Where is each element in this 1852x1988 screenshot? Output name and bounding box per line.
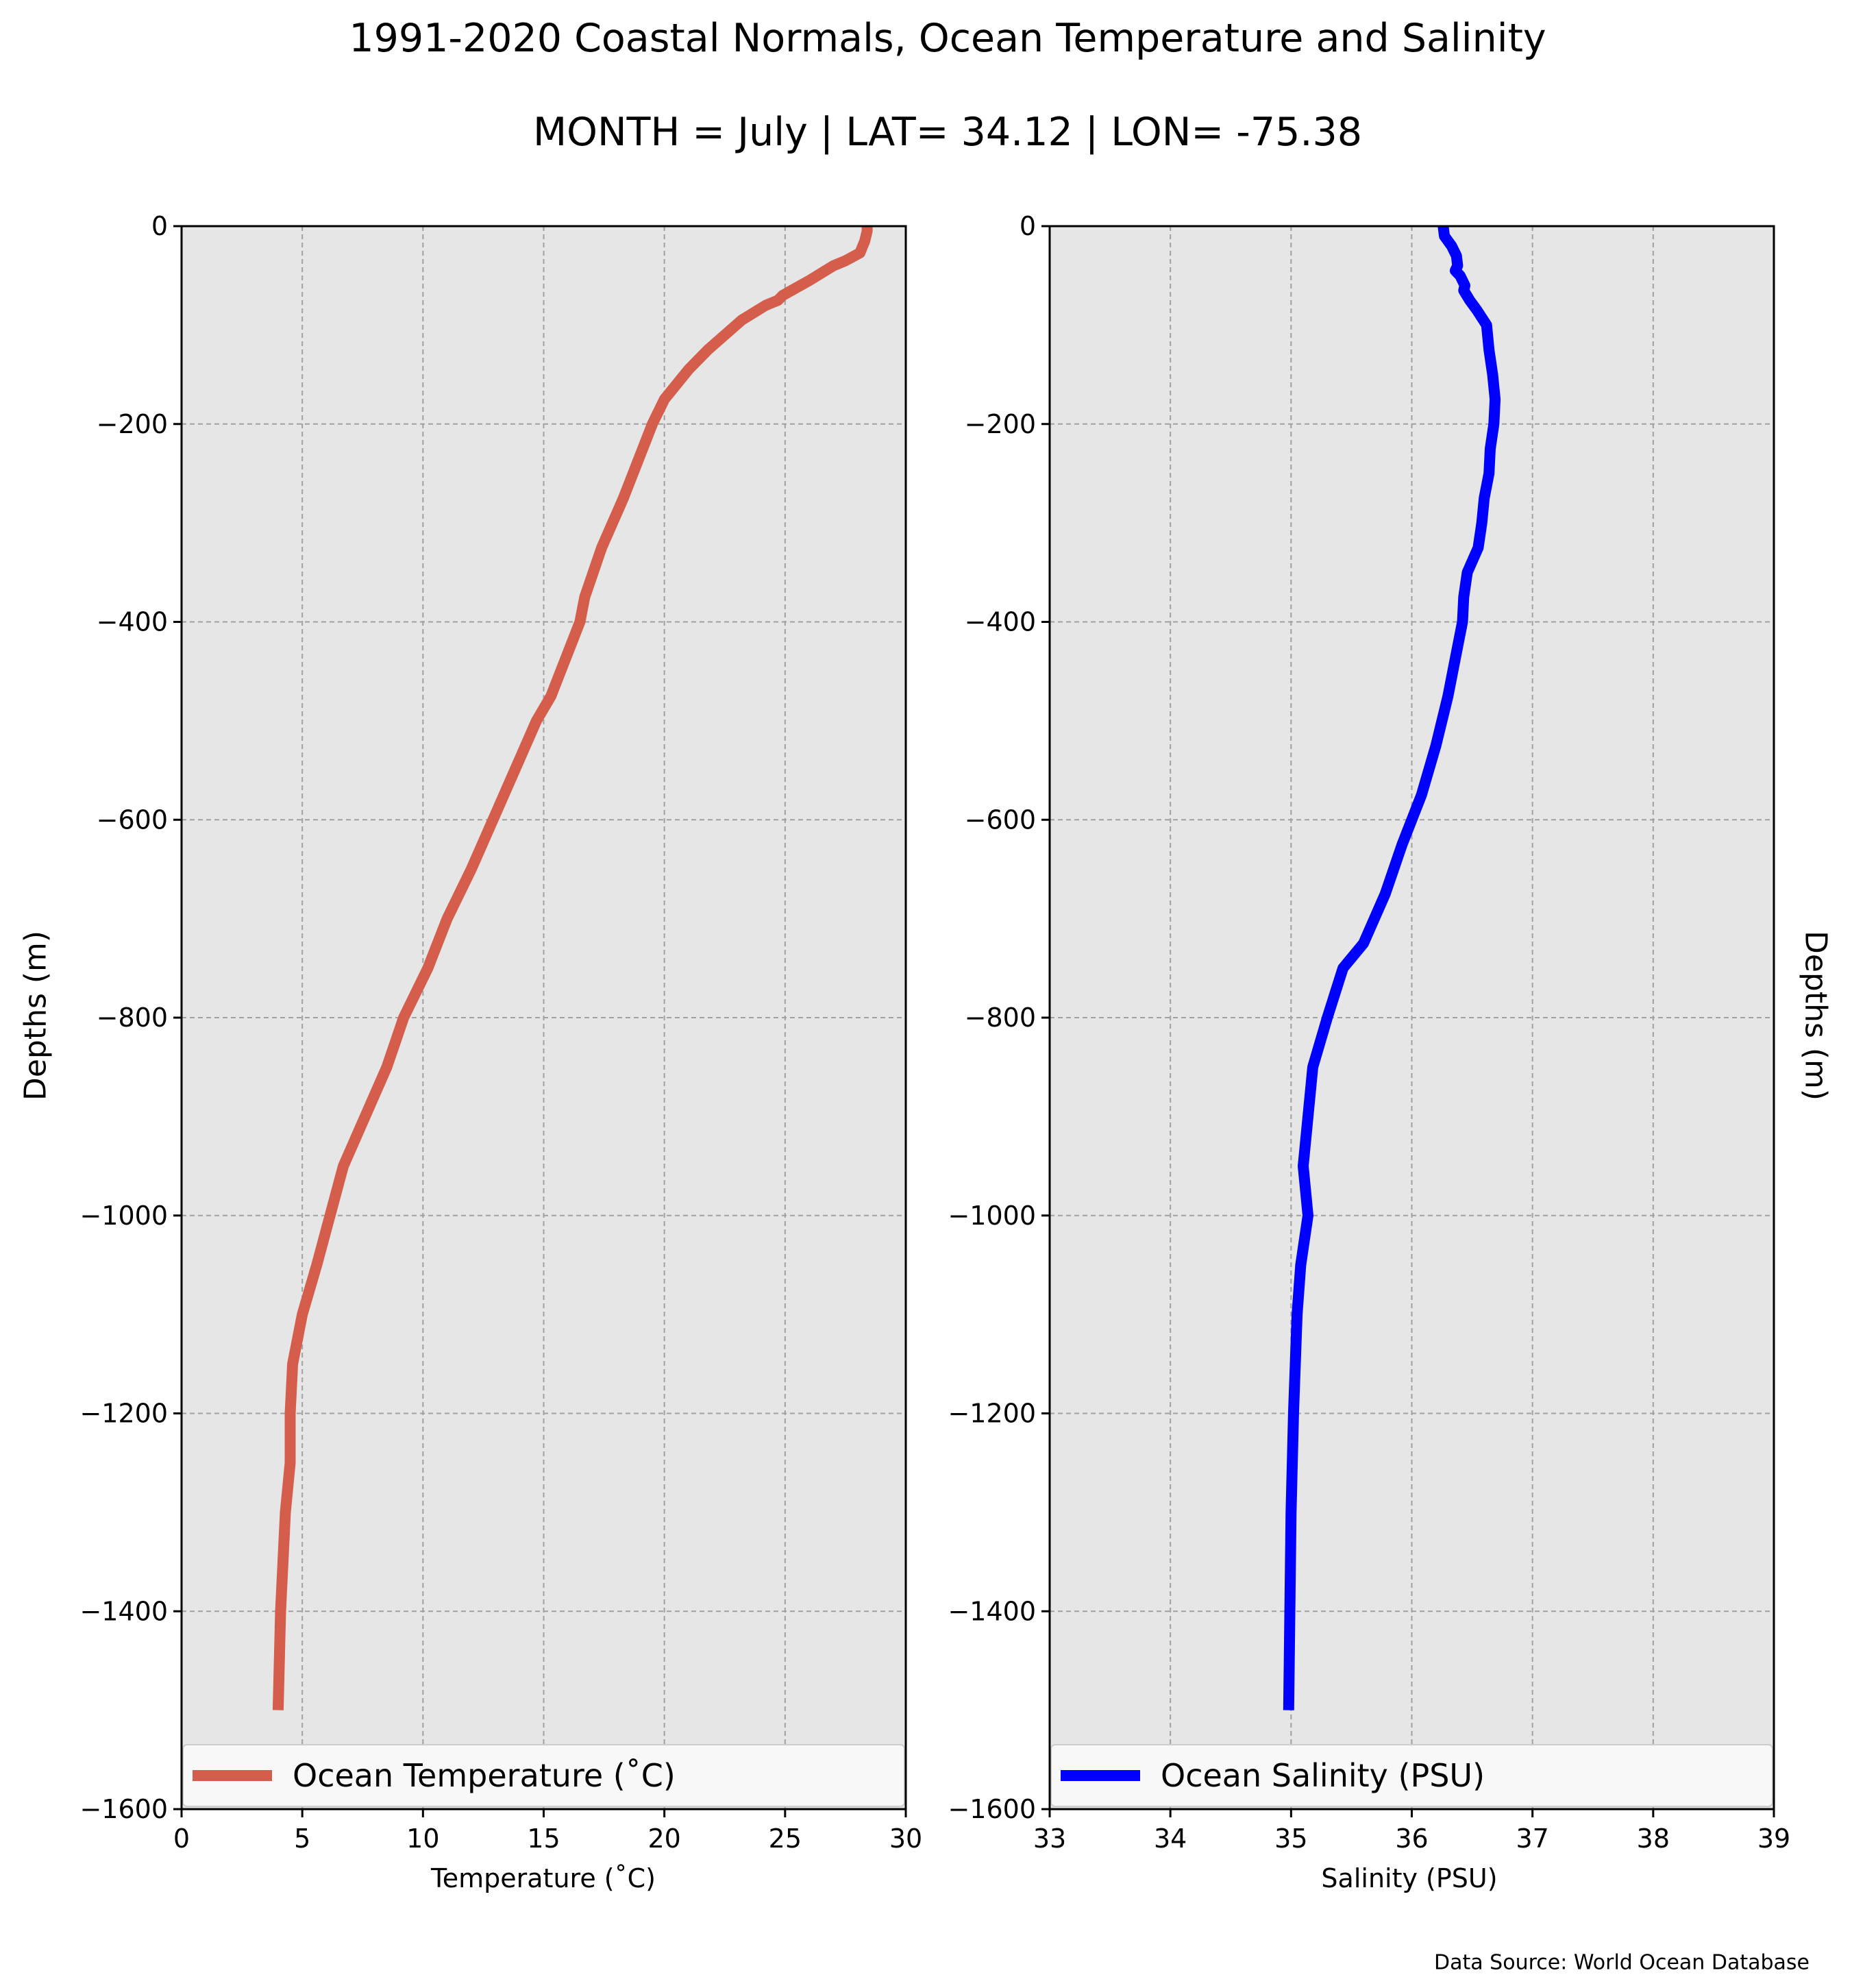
salinity-x-axis-label: Salinity (PSU): [1321, 1863, 1497, 1893]
temperature-panel: Ocean Temperature (˚C) 0 5 10 15 20 25 30 0 −20…: [18, 211, 923, 1893]
salinity-y-tick-label: −1000: [948, 1201, 1036, 1231]
temperature-profile-line: [272, 225, 873, 1710]
salinity-x-tick-label: 36: [1395, 1824, 1428, 1854]
salinity-x-ticks: 33 34 35 36 37 38 39: [1033, 1809, 1790, 1854]
salinity-y-tick-label: −1600: [948, 1794, 1036, 1824]
temperature-legend: Ocean Temperature (˚C): [182, 1744, 905, 1807]
salinity-y-ticks: 0 −200 −400 −600 −800 −1000 −1200 −1400 −1600: [948, 211, 1050, 1824]
temperature-x-tick-label: 5: [294, 1824, 310, 1854]
temperature-y-tick-label: −1000: [79, 1201, 168, 1231]
temperature-x-axis-label: Temperature (˚C): [430, 1863, 656, 1893]
salinity-y-tick-label: −400: [965, 607, 1036, 637]
salinity-y-tick-label: −600: [965, 805, 1036, 835]
temperature-x-tick-label: 0: [173, 1824, 190, 1854]
salinity-legend-box: [1050, 1744, 1773, 1807]
salinity-legend-label: Ocean Salinity (PSU): [1161, 1757, 1485, 1794]
salinity-y-tick-label: −800: [965, 1003, 1036, 1033]
salinity-x-tick-label: 37: [1516, 1824, 1548, 1854]
temperature-y-tick-label: −400: [97, 607, 168, 637]
salinity-panel: Ocean Salinity (PSU) 33 34 35 36 37 38 39 0 −20…: [948, 211, 1833, 1893]
salinity-y-tick-label: −200: [965, 409, 1036, 439]
salinity-y-tick-label: −1400: [948, 1596, 1036, 1626]
salinity-x-tick-label: 35: [1274, 1824, 1307, 1854]
temperature-y-axis-label: Depths (m): [18, 931, 53, 1101]
temperature-y-ticks: 0 −200 −400 −600 −800 −1000 −1200 −1400 −1600: [79, 211, 182, 1824]
salinity-x-tick-label: 38: [1637, 1824, 1670, 1854]
temperature-y-tick-label: −200: [97, 409, 168, 439]
salinity-y-tick-label: −1200: [948, 1399, 1036, 1429]
salinity-x-tick-label: 39: [1757, 1824, 1790, 1854]
temperature-x-tick-label: 15: [527, 1824, 560, 1854]
temperature-y-tick-label: −800: [97, 1003, 168, 1033]
salinity-profile-line: [1283, 225, 1501, 1710]
temperature-y-tick-label: 0: [151, 211, 168, 241]
salinity-y-tick-label: 0: [1020, 211, 1036, 241]
temperature-x-tick-label: 20: [647, 1824, 680, 1854]
temperature-x-ticks: 0 5 10 15 20 25 30: [173, 1809, 922, 1854]
temperature-y-tick-label: −600: [97, 805, 168, 835]
salinity-y-axis-label: Depths (m): [1799, 931, 1834, 1101]
chart-subtitle: MONTH = July | LAT= 34.12 | LON= -75.38: [533, 110, 1362, 155]
temperature-x-tick-label: 25: [769, 1824, 802, 1854]
temperature-legend-label: Ocean Temperature (˚C): [293, 1757, 676, 1794]
salinity-legend: Ocean Salinity (PSU): [1050, 1744, 1773, 1807]
salinity-x-tick-label: 33: [1033, 1824, 1066, 1854]
temperature-legend-box: [182, 1744, 905, 1807]
data-source-note: Data Source: World Ocean Database: [1434, 1951, 1810, 1975]
temperature-y-tick-label: −1600: [79, 1794, 168, 1824]
chart-title: 1991-2020 Coastal Normals, Ocean Tempera…: [349, 16, 1546, 61]
salinity-x-tick-label: 34: [1154, 1824, 1187, 1854]
temperature-y-tick-label: −1200: [79, 1399, 168, 1429]
temperature-y-tick-label: −1400: [79, 1596, 168, 1626]
temperature-x-tick-label: 30: [889, 1824, 922, 1854]
temperature-x-tick-label: 10: [406, 1824, 439, 1854]
